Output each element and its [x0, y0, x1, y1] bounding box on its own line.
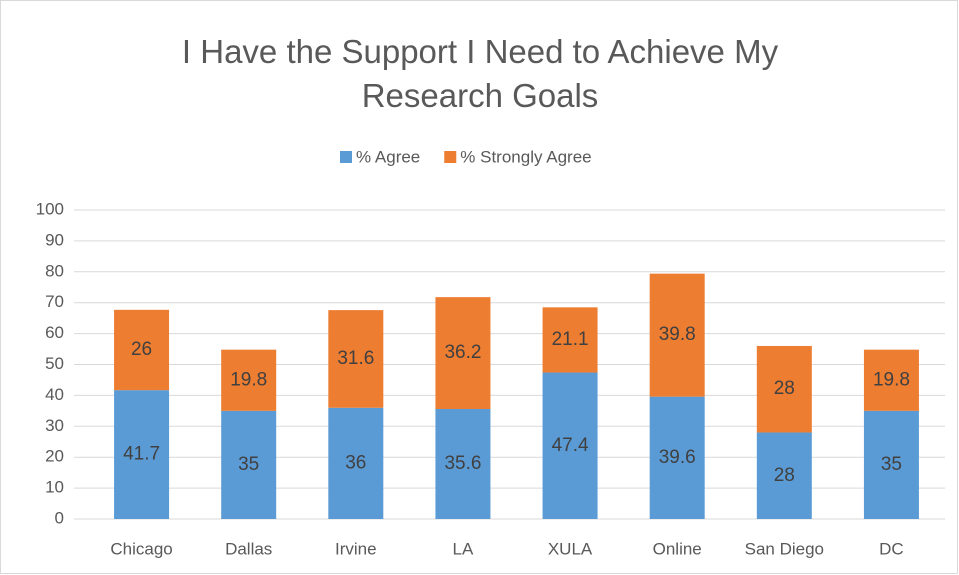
- y-tick-label: 70: [45, 292, 64, 311]
- y-tick-label: 100: [36, 199, 64, 218]
- bar-segment: [114, 390, 170, 519]
- y-tick-label: 20: [45, 447, 64, 466]
- y-tick-label: 50: [45, 354, 64, 373]
- data-label: 36: [345, 452, 366, 473]
- x-tick-label: Dallas: [225, 539, 272, 558]
- legend-label: % Agree: [356, 147, 420, 166]
- bar-segment: [221, 349, 277, 411]
- y-tick-label: 10: [45, 478, 64, 497]
- bar-segment: [863, 349, 919, 411]
- x-tick-label: DC: [879, 539, 904, 558]
- data-label: 39.8: [659, 324, 696, 345]
- bar-segment: [328, 310, 384, 408]
- data-label: 39.6: [659, 447, 696, 468]
- data-label: 26: [131, 339, 152, 360]
- x-tick-label: Irvine: [335, 539, 377, 558]
- bar-segment: [435, 297, 491, 409]
- data-label: 35: [881, 454, 902, 475]
- bar-segment: [756, 432, 812, 519]
- bar-segment: [649, 273, 705, 397]
- x-tick-label: XULA: [548, 539, 593, 558]
- data-label: 31.6: [337, 348, 374, 369]
- legend-swatch: [444, 151, 457, 163]
- bar-segment: [328, 407, 384, 519]
- bar-segment: [221, 410, 277, 519]
- data-label: 28: [774, 465, 795, 486]
- bar-segment: [435, 408, 491, 519]
- x-tick-label: Chicago: [110, 539, 172, 558]
- legend-swatch: [340, 151, 352, 163]
- bar-segment: [542, 307, 598, 373]
- y-tick-label: 30: [45, 416, 64, 435]
- bar-segment: [756, 345, 812, 433]
- y-tick-label: 60: [45, 323, 64, 342]
- y-tick-label: 80: [45, 261, 64, 280]
- data-label: 36.2: [444, 342, 481, 363]
- y-tick-label: 40: [45, 385, 64, 404]
- data-label: 21.1: [552, 329, 589, 350]
- legend-label: % Strongly Agree: [460, 147, 591, 166]
- y-tick-label: 90: [45, 230, 64, 249]
- bar-segment: [542, 372, 598, 519]
- chart-title: I Have the Support I Need to Achieve My …: [181, 33, 779, 114]
- data-label: 47.4: [552, 435, 589, 456]
- data-label: 35.6: [444, 453, 481, 474]
- bar-segment: [649, 396, 705, 519]
- x-tick-label: LA: [453, 539, 474, 558]
- data-label: 35: [238, 454, 259, 475]
- y-tick-label: 0: [55, 508, 64, 527]
- bar-segment: [114, 309, 170, 391]
- x-tick-label: Online: [653, 539, 702, 558]
- x-tick-label: San Diego: [745, 539, 824, 558]
- data-label: 19.8: [230, 369, 267, 390]
- bar-segment: [863, 410, 919, 519]
- data-label: 19.8: [873, 369, 910, 390]
- data-label: 41.7: [123, 444, 160, 465]
- data-label: 28: [774, 378, 795, 399]
